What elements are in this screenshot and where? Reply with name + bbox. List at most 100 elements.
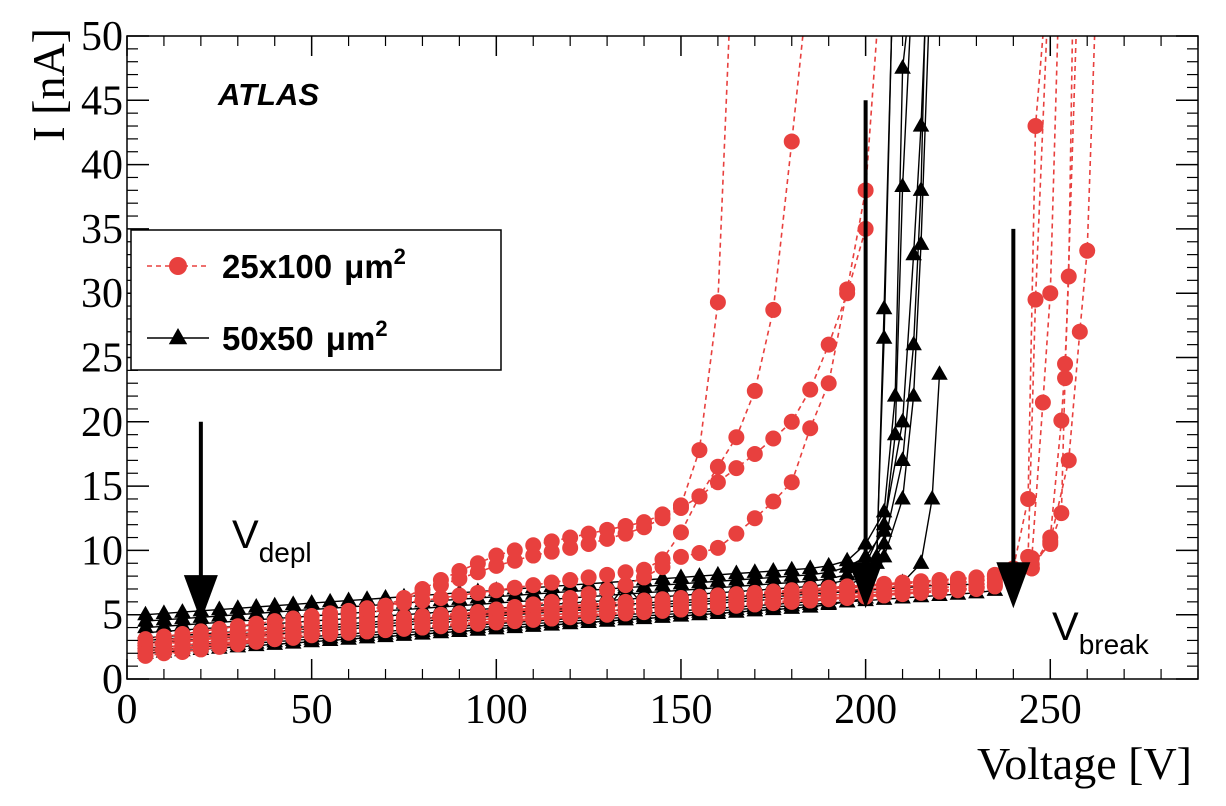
data-point	[543, 533, 560, 550]
data-point	[746, 382, 763, 399]
data-point	[912, 117, 930, 132]
annotation-base: V	[1052, 605, 1079, 649]
data-point	[469, 584, 486, 601]
data-point	[709, 458, 726, 475]
legend-label: 25x100 μm2	[222, 244, 406, 285]
data-point	[617, 564, 634, 581]
data-point	[414, 619, 431, 636]
data-point	[672, 524, 689, 541]
data-point	[802, 381, 819, 398]
data-point	[765, 430, 782, 447]
y-tick-label: 0	[102, 657, 123, 703]
data-point	[562, 571, 579, 588]
y-tick-label: 10	[81, 528, 123, 574]
data-point	[1027, 291, 1044, 308]
data-point	[451, 562, 468, 579]
data-point	[912, 181, 930, 196]
data-point	[820, 591, 837, 608]
data-point	[783, 413, 800, 430]
data-point	[875, 502, 893, 518]
data-point	[728, 525, 745, 542]
data-point	[746, 445, 763, 462]
data-point	[1057, 370, 1074, 387]
data-point	[894, 177, 911, 193]
data-point	[905, 387, 922, 402]
data-point	[931, 365, 948, 380]
data-point	[886, 387, 904, 402]
data-point	[617, 577, 634, 594]
data-point	[562, 609, 579, 626]
data-point	[691, 442, 708, 459]
legend-box	[130, 229, 502, 371]
data-point	[229, 634, 246, 651]
y-tick-label: 35	[81, 207, 123, 253]
data-point	[931, 583, 948, 600]
data-point	[875, 329, 893, 344]
data-point	[1042, 285, 1059, 302]
data-point	[868, 547, 885, 563]
data-point	[414, 580, 431, 597]
data-point	[839, 589, 856, 606]
data-point	[783, 593, 800, 610]
data-point	[451, 587, 468, 604]
legend: 25x100 μm2 50x50 μm2	[130, 229, 502, 371]
data-point	[525, 611, 542, 628]
data-point	[636, 561, 653, 578]
data-point	[1053, 412, 1070, 429]
x-tick-label: 50	[291, 687, 333, 733]
data-point	[923, 489, 941, 505]
data-point	[802, 420, 819, 437]
legend-exponent: 2	[375, 316, 387, 341]
data-point	[986, 578, 1003, 595]
x-axis: 0 50 100 150 200 250	[117, 36, 1199, 733]
data-point	[469, 555, 486, 572]
legend-marker	[168, 328, 188, 345]
data-point	[709, 539, 726, 556]
series-layer	[137, 36, 1096, 664]
y-tick-label: 50	[81, 14, 123, 60]
legend-unit: μm	[326, 320, 376, 357]
y-tick-label: 30	[81, 271, 123, 317]
annotation-base: V	[232, 513, 259, 557]
data-point	[155, 642, 172, 659]
data-point	[912, 235, 930, 250]
data-point	[691, 544, 708, 561]
data-point	[562, 529, 579, 546]
data-point	[1042, 533, 1059, 550]
data-point	[599, 606, 616, 623]
data-point	[506, 579, 523, 596]
data-point	[506, 542, 523, 559]
data-point	[174, 641, 191, 658]
data-point	[654, 506, 671, 523]
data-point	[377, 622, 394, 639]
data-point	[783, 474, 800, 491]
data-point	[395, 595, 412, 612]
data-point	[876, 587, 893, 604]
data-point	[599, 521, 616, 538]
legend-marker	[169, 257, 187, 275]
data-point	[506, 613, 523, 630]
data-point	[137, 645, 154, 662]
data-point	[432, 571, 449, 588]
data-point	[783, 133, 800, 150]
legend-label: 50x50 μm2	[222, 316, 388, 357]
data-point	[432, 589, 449, 606]
data-point	[580, 569, 597, 586]
data-point	[709, 474, 726, 491]
data-point	[672, 601, 689, 618]
data-point	[968, 580, 985, 597]
data-point	[617, 517, 634, 534]
data-point	[654, 602, 671, 619]
data-point	[765, 493, 782, 510]
legend-exponent: 2	[394, 244, 406, 269]
annotation-depl: Vdepl	[232, 513, 312, 568]
data-point	[894, 489, 911, 505]
data-point	[691, 488, 708, 505]
data-point	[414, 592, 431, 609]
y-tick-label: 20	[81, 400, 123, 446]
data-point	[894, 412, 911, 428]
data-point	[1060, 452, 1077, 469]
data-point	[525, 577, 542, 594]
